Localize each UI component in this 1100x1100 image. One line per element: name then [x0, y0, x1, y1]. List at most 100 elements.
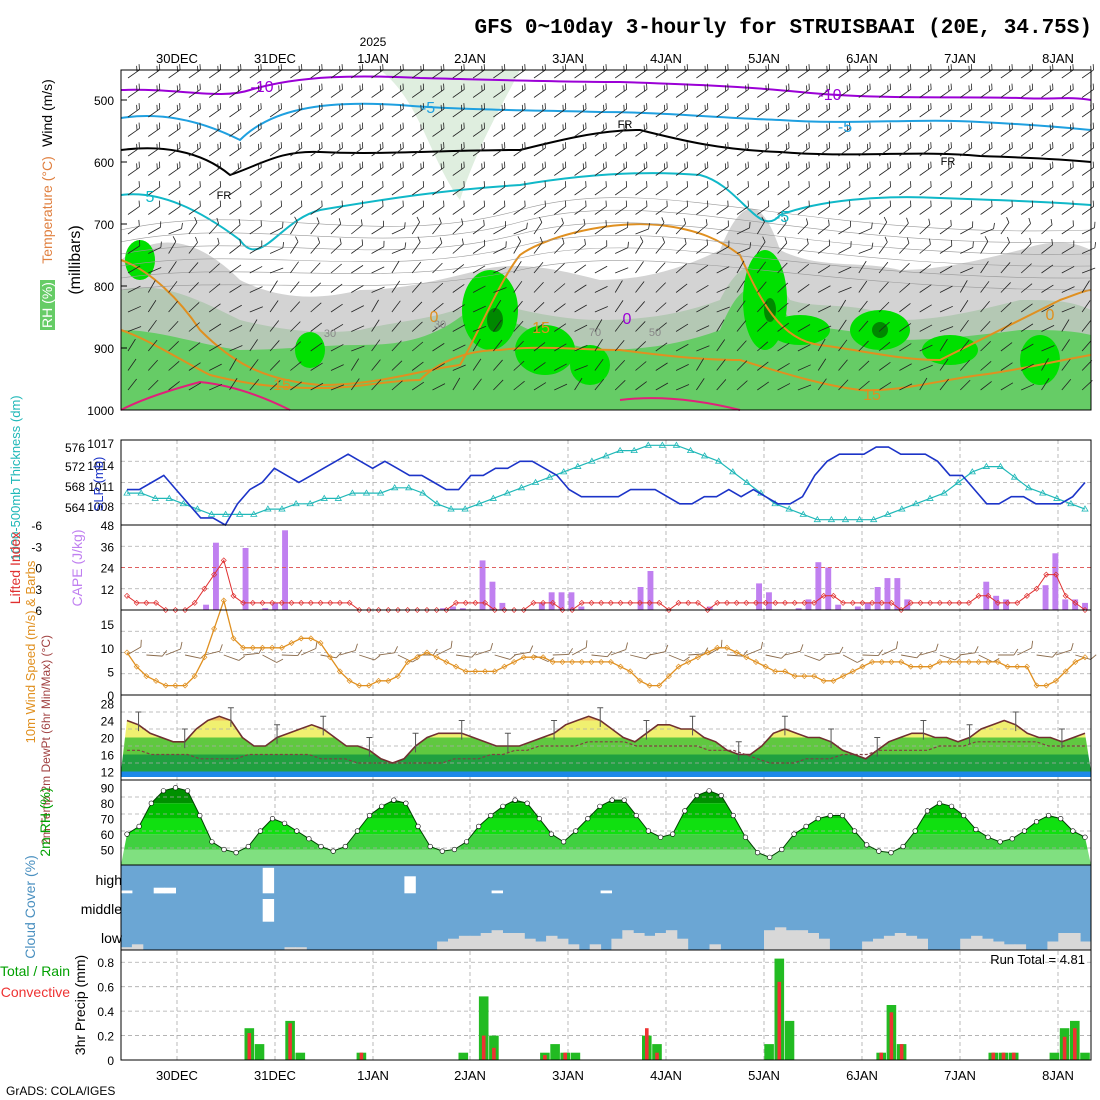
wind-barb — [411, 261, 422, 274]
rh2m-point — [427, 843, 433, 850]
barb-shaft — [899, 167, 912, 176]
barb-shaft — [432, 322, 445, 332]
barb-shaft — [614, 89, 627, 98]
barb-flag — [683, 218, 687, 224]
barb-shaft — [229, 108, 242, 118]
barb-flag — [379, 163, 382, 170]
barb-flag — [461, 143, 463, 150]
wind-barb — [350, 358, 360, 371]
barb-shaft — [513, 89, 526, 98]
wind-barb — [493, 161, 506, 176]
barb-flag — [280, 200, 282, 207]
barb-shaft — [919, 89, 932, 98]
barb-shaft — [797, 89, 810, 98]
wind-barb — [1020, 200, 1034, 215]
lifted-point — [143, 599, 150, 606]
lifted-point — [540, 599, 547, 606]
lifted-point — [307, 599, 314, 606]
barb-flag — [806, 163, 808, 170]
wind-barb — [290, 341, 302, 352]
barb-flag — [747, 64, 749, 70]
wind10m-point — [859, 663, 866, 670]
barb-flag — [625, 122, 628, 129]
barb-shaft — [411, 261, 422, 274]
lifted-point — [530, 599, 537, 606]
barb-shaft — [655, 108, 668, 118]
barb-flag — [524, 161, 526, 168]
wind-barb — [310, 142, 323, 157]
barb-shaft — [1061, 128, 1074, 137]
barb-flag — [341, 103, 343, 109]
barb-flag — [1092, 122, 1094, 129]
cape-bar — [499, 602, 506, 610]
wind-barb — [1000, 236, 1010, 254]
barb-shaft — [635, 108, 648, 118]
barb-shaft — [493, 287, 507, 293]
barb-flag — [260, 122, 262, 129]
barb-flag — [501, 85, 503, 92]
barb-flag — [194, 217, 198, 223]
thickness-point — [644, 441, 652, 448]
wind-barb — [554, 343, 567, 352]
cloud-bar — [905, 935, 918, 950]
wind-barb — [391, 340, 402, 352]
wind-barb — [777, 302, 789, 313]
thickness-tick-label: 572 — [65, 460, 85, 474]
wind10m-barb-shaft — [746, 648, 762, 656]
barb-flag — [400, 143, 402, 150]
barb-shaft — [452, 223, 464, 235]
barb-flag — [461, 218, 464, 225]
barb-flag — [761, 216, 765, 223]
barb-shaft — [249, 69, 262, 79]
wind-barb — [269, 64, 282, 79]
wind10m-point — [249, 644, 256, 651]
barb-flag — [239, 239, 241, 245]
wind10m-barb-shaft — [165, 648, 181, 656]
barb-shaft — [533, 382, 547, 391]
wind-barb — [878, 122, 891, 137]
wind-barb — [838, 241, 852, 254]
lifted-point — [269, 599, 276, 606]
cape-bar — [1072, 599, 1079, 610]
wind-barb — [351, 285, 364, 293]
barb-shaft — [472, 305, 486, 313]
wind-barb — [858, 360, 870, 371]
barb-flag — [138, 83, 140, 90]
barb-shaft — [1020, 223, 1031, 235]
barb-flag — [627, 221, 629, 228]
barb-flag — [950, 219, 952, 226]
wind-barb — [675, 303, 688, 313]
barb-shaft — [878, 261, 889, 274]
barb-shaft — [614, 108, 627, 118]
precip-conv-bar — [899, 1044, 904, 1060]
barb-flag — [219, 142, 222, 148]
rh2m-tick-label: 90 — [101, 782, 115, 796]
barb-flag — [869, 103, 871, 109]
barb-shaft — [472, 128, 485, 137]
barb-shaft — [757, 69, 769, 79]
barb-shaft — [1041, 358, 1049, 371]
barb-flag — [906, 237, 910, 244]
barb-flag — [686, 64, 688, 70]
barb-flag — [318, 65, 321, 72]
barb-shaft — [269, 247, 284, 254]
contour-label: 15 — [532, 320, 550, 337]
barb-shaft — [330, 186, 343, 196]
wind-barb — [594, 64, 607, 79]
barb-flag — [463, 83, 465, 90]
barb-flag — [199, 200, 201, 207]
wind10m-point — [1023, 663, 1030, 670]
barb-shaft — [594, 378, 605, 391]
wind-barb — [168, 181, 181, 196]
wind-barb — [635, 223, 650, 235]
wind-barb — [919, 238, 931, 254]
lifted-line — [126, 559, 1086, 611]
wind-barb — [249, 306, 263, 313]
barb-shaft — [229, 147, 242, 157]
rh2m-point — [997, 839, 1003, 845]
thickness-point — [390, 484, 399, 491]
barb-shaft — [635, 147, 648, 157]
